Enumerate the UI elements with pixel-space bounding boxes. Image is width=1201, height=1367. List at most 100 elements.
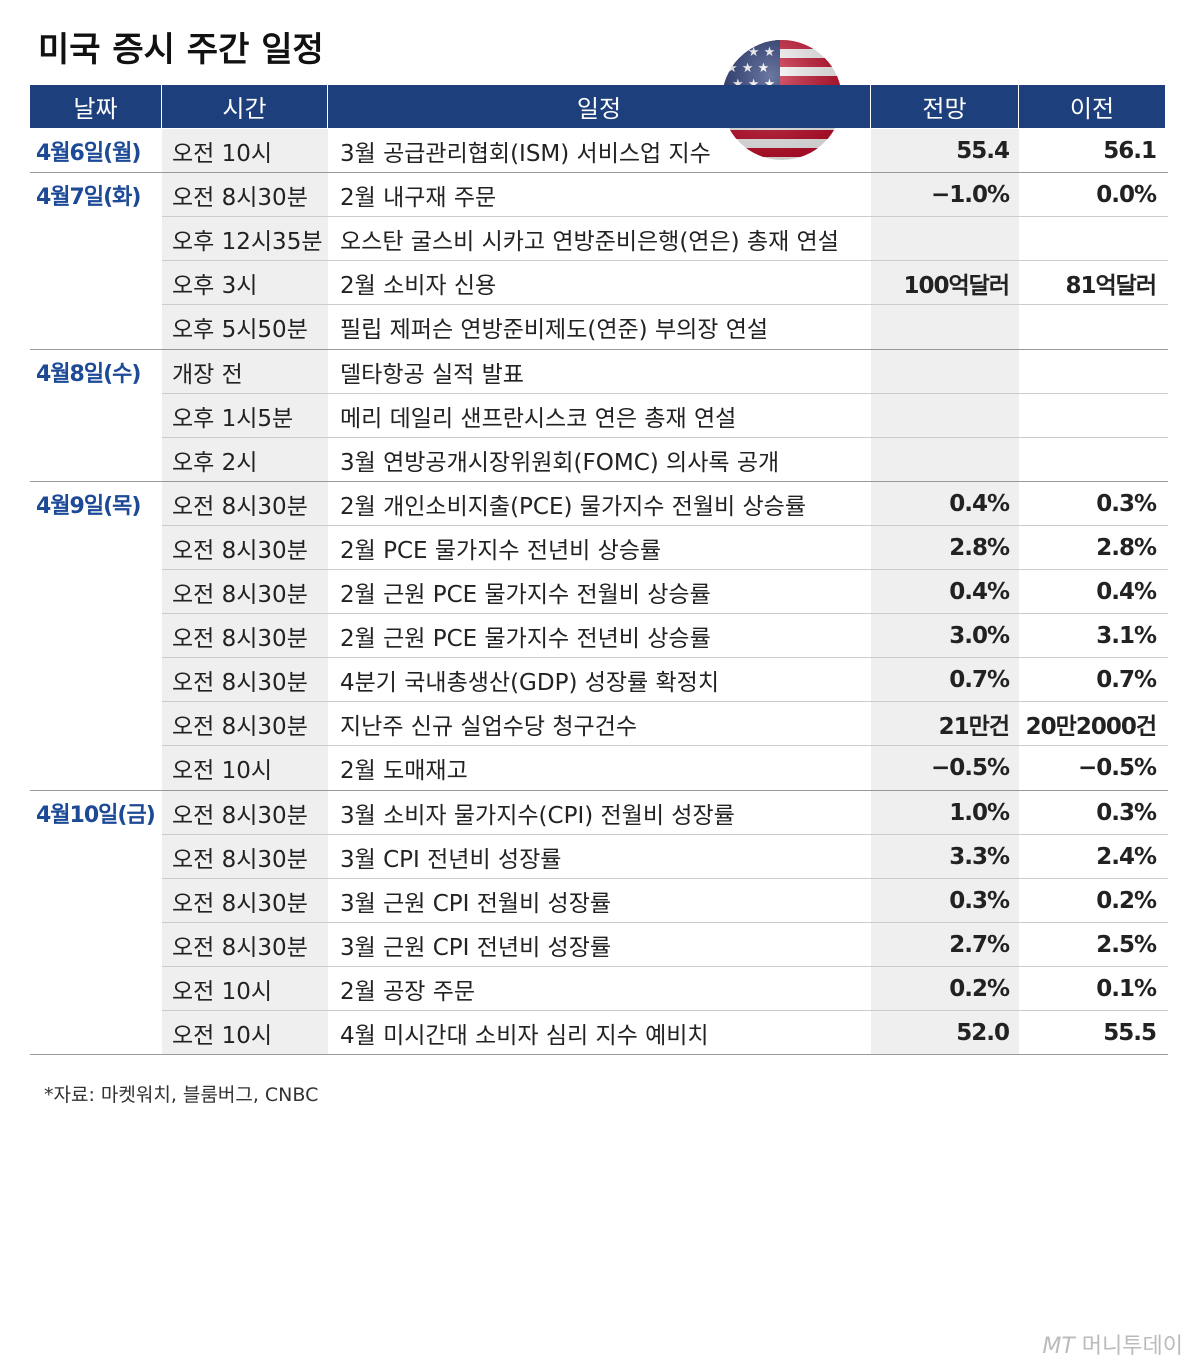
forecast-cell: 0.4% [949, 490, 1010, 517]
row-divider [162, 921, 1168, 923]
column-header: 전망 [871, 85, 1019, 128]
previous-cell: −0.5% [1077, 755, 1157, 782]
previous-cell: 2.4% [1096, 843, 1157, 870]
event-cell: 2월 소비자 신용 [340, 273, 497, 300]
time-cell: 오전 10시 [172, 978, 273, 1005]
time-cell: 오후 12시35분 [172, 229, 323, 256]
time-cell: 오전 10시 [172, 1023, 273, 1050]
event-cell: 2월 근원 PCE 물가지수 전년비 상승률 [340, 626, 711, 653]
forecast-cell: 2.8% [949, 534, 1010, 561]
row-divider [162, 877, 1168, 879]
previous-cell: 56.1 [1103, 138, 1157, 165]
time-cell: 오전 8시30분 [172, 934, 308, 961]
forecast-cell: 0.4% [949, 579, 1010, 606]
row-divider [162, 260, 1168, 262]
previous-cell: 0.0% [1096, 182, 1157, 209]
forecast-cell: 52.0 [956, 1020, 1010, 1047]
previous-cell: 2.8% [1096, 534, 1157, 561]
time-cell: 오전 8시30분 [172, 714, 308, 741]
time-cell: 오후 5시50분 [172, 317, 308, 344]
time-cell: 오후 2시 [172, 449, 258, 476]
forecast-cell: 0.3% [949, 887, 1010, 914]
column-header: 일정 [328, 85, 871, 128]
forecast-cell: 21만건 [938, 714, 1010, 741]
previous-cell: 2.5% [1096, 931, 1157, 958]
previous-cell: 0.2% [1096, 887, 1157, 914]
time-column-bg [162, 129, 328, 1056]
row-divider [162, 392, 1168, 394]
event-cell: 4분기 국내총생산(GDP) 성장률 확정치 [340, 670, 719, 697]
forecast-cell: 2.7% [949, 931, 1010, 958]
event-cell: 2월 근원 PCE 물가지수 전월비 상승률 [340, 582, 711, 609]
time-cell: 오전 8시30분 [172, 670, 308, 697]
event-cell: 3월 연방공개시장위원회(FOMC) 의사록 공개 [340, 449, 780, 476]
time-cell: 오전 8시30분 [172, 846, 308, 873]
time-cell: 오전 8시30분 [172, 537, 308, 564]
row-divider [162, 657, 1168, 659]
event-cell: 3월 공급관리협회(ISM) 서비스업 지수 [340, 141, 711, 168]
forecast-column-bg [871, 129, 1019, 1056]
row-divider [162, 569, 1168, 570]
forecast-cell: 100억달러 [903, 273, 1011, 300]
event-cell: 델타항공 실적 발표 [340, 361, 524, 388]
row-divider [30, 480, 1168, 482]
previous-cell: 81억달러 [1065, 273, 1158, 300]
previous-cell: 0.1% [1096, 975, 1157, 1002]
previous-cell: 20만2000건 [1025, 714, 1157, 741]
forecast-cell: 3.3% [949, 843, 1010, 870]
forecast-cell: 55.4 [956, 138, 1010, 165]
date-cell: 4월7일(화) [36, 185, 141, 211]
event-cell: 3월 근원 CPI 전월비 성장률 [340, 890, 612, 917]
row-divider [30, 1054, 1168, 1056]
event-cell: 지난주 신규 실업수당 청구건수 [340, 714, 638, 741]
event-cell: 필립 제퍼슨 연방준비제도(연준) 부의장 연설 [340, 317, 769, 344]
time-cell: 오후 3시 [172, 273, 258, 300]
date-cell: 4월8일(수) [36, 361, 141, 387]
time-cell: 오전 8시30분 [172, 626, 308, 653]
watermark-text: 머니투데이 [1081, 1334, 1183, 1359]
watermark-logo: MT [1042, 1334, 1075, 1359]
row-divider [162, 436, 1168, 438]
row-divider [162, 833, 1168, 835]
date-cell: 4월9일(목) [36, 493, 141, 519]
time-cell: 오전 10시 [172, 758, 273, 785]
event-cell: 3월 CPI 전년비 성장률 [340, 846, 562, 873]
event-cell: 2월 PCE 물가지수 전년비 상승률 [340, 537, 662, 564]
row-divider [162, 745, 1168, 747]
time-cell: 오전 8시30분 [172, 582, 308, 609]
time-cell: 오전 8시30분 [172, 185, 308, 212]
time-cell: 오후 1시5분 [172, 405, 294, 432]
previous-cell: 0.3% [1096, 490, 1157, 517]
time-cell: 오전 8시30분 [172, 802, 308, 829]
forecast-cell: −1.0% [930, 182, 1010, 209]
event-cell: 2월 공장 주문 [340, 978, 476, 1005]
event-cell: 2월 도매재고 [340, 758, 468, 785]
watermark: MT 머니투데이 [1042, 1328, 1183, 1360]
column-header: 날짜 [30, 85, 162, 128]
source-note: *자료: 마켓워치, 블룸버그, CNBC [44, 1084, 319, 1106]
forecast-cell: 0.2% [949, 975, 1010, 1002]
event-cell: 오스탄 굴스비 시카고 연방준비은행(연은) 총재 연설 [340, 229, 839, 256]
title: 미국 증시 주간 일정 [38, 30, 324, 70]
forecast-cell: 3.0% [949, 623, 1010, 650]
time-cell: 개장 전 [172, 361, 243, 388]
row-divider [162, 304, 1168, 306]
time-cell: 오전 10시 [172, 141, 273, 168]
date-cell: 4월10일(금) [36, 802, 156, 828]
event-cell: 2월 내구재 주문 [340, 185, 497, 212]
time-cell: 오전 8시30분 [172, 493, 308, 520]
previous-cell: 0.7% [1096, 667, 1157, 694]
event-cell: 3월 소비자 물가지수(CPI) 전월비 성장률 [340, 802, 735, 829]
row-divider [162, 1010, 1168, 1011]
event-cell: 3월 근원 CPI 전년비 성장률 [340, 934, 612, 961]
event-cell: 4월 미시간대 소비자 심리 지수 예비치 [340, 1023, 709, 1050]
row-divider [162, 524, 1168, 526]
date-cell: 4월6일(월) [36, 141, 141, 167]
row-divider [162, 216, 1168, 218]
previous-cell: 3.1% [1096, 623, 1157, 650]
time-cell: 오전 8시30분 [172, 890, 308, 917]
event-cell: 2월 개인소비지출(PCE) 물가지수 전월비 상승률 [340, 493, 807, 520]
previous-cell: 55.5 [1103, 1020, 1157, 1047]
row-divider [162, 965, 1168, 967]
